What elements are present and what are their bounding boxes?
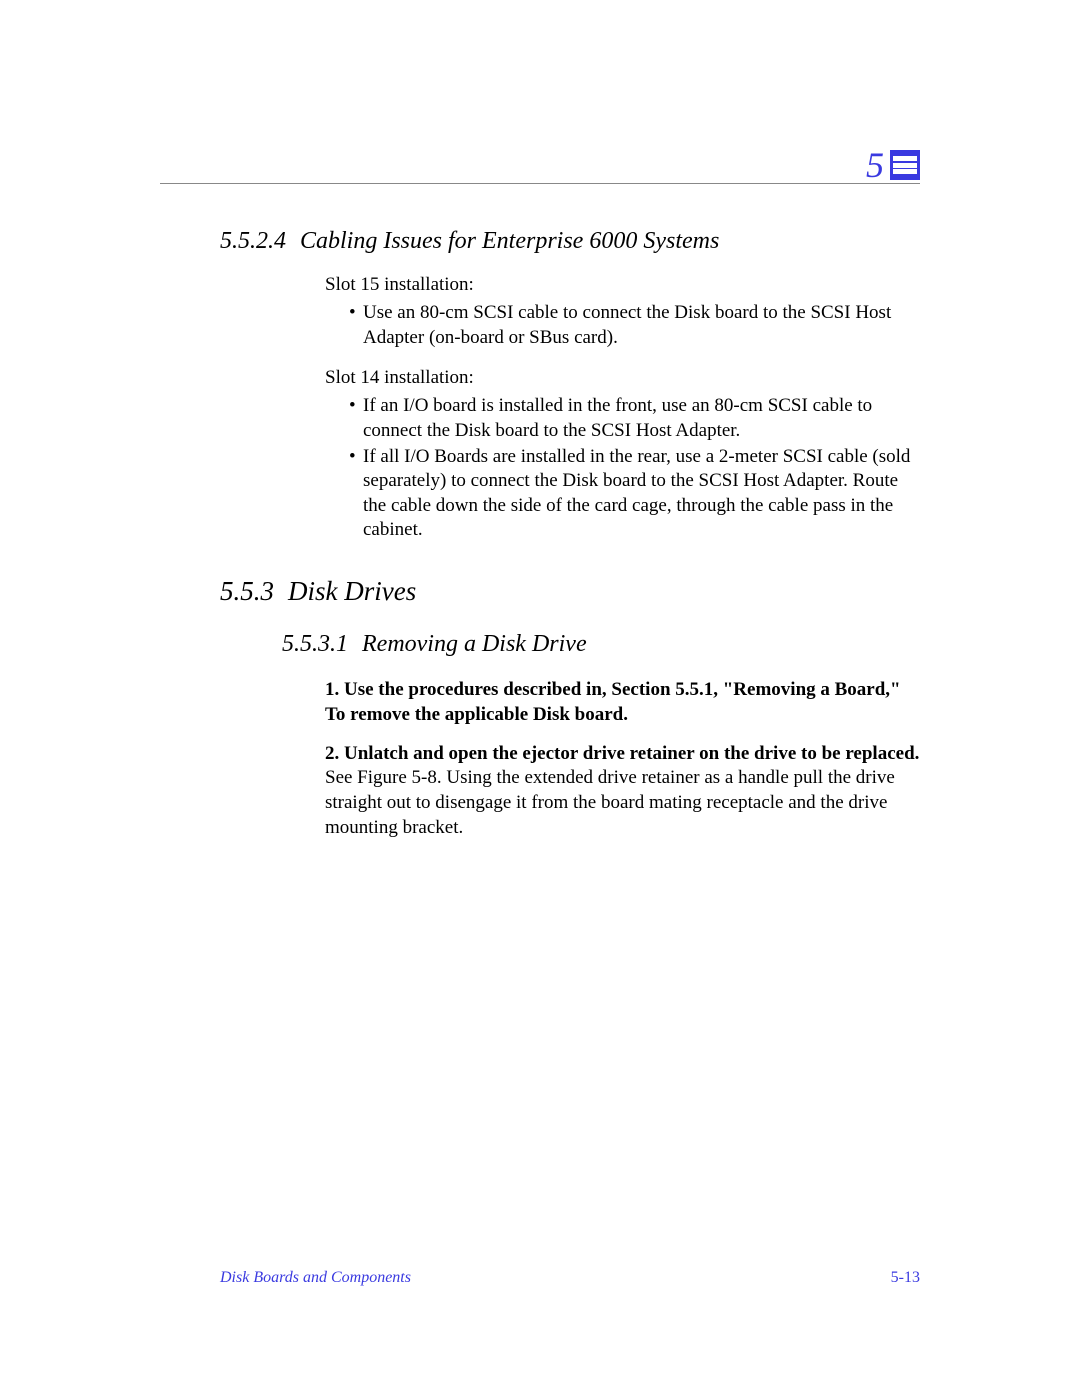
page-footer: Disk Boards and Components 5-13 xyxy=(220,1269,920,1287)
content-area: 5.5.2.4 Cabling Issues for Enterprise 600… xyxy=(220,228,920,840)
chapter-icon xyxy=(890,150,920,180)
heading-5-5-3-1: 5.5.3.1 Removing a Disk Drive xyxy=(282,631,920,658)
header-rule xyxy=(160,183,920,184)
slot15-label: Slot 15 installation: xyxy=(325,273,920,297)
heading-number: 5.5.3.1 xyxy=(282,631,348,657)
chapter-number: 5 xyxy=(866,144,884,186)
heading-5-5-2-4: 5.5.2.4 Cabling Issues for Enterprise 600… xyxy=(220,228,920,255)
step-body: See Figure 5-8. Using the extended drive… xyxy=(325,767,895,837)
heading-number: 5.5.2.4 xyxy=(220,228,286,254)
list-item: Use an 80-cm SCSI cable to connect the D… xyxy=(349,301,920,350)
footer-page-number: 5-13 xyxy=(891,1269,920,1287)
list-item: If an I/O board is installed in the fron… xyxy=(349,394,920,443)
chapter-badge: 5 xyxy=(866,144,920,186)
slot15-block: Slot 15 installation: Use an 80-cm SCSI … xyxy=(325,273,920,542)
steps-list: 1. Use the procedures described in, Sect… xyxy=(325,678,920,840)
heading-5-5-3: 5.5.3 Disk Drives xyxy=(220,576,920,607)
slot15-bullets: Use an 80-cm SCSI cable to connect the D… xyxy=(325,301,920,350)
step-item: 1. Use the procedures described in, Sect… xyxy=(325,678,920,727)
heading-title: Disk Drives xyxy=(288,576,416,606)
heading-title: Removing a Disk Drive xyxy=(362,631,587,657)
step-item: 2. Unlatch and open the ejector drive re… xyxy=(325,742,920,841)
heading-number: 5.5.3 xyxy=(220,576,274,606)
footer-title: Disk Boards and Components xyxy=(220,1269,411,1287)
page-root: 5 5.5.2.4 Cabling Issues for Enterprise 6… xyxy=(0,0,1080,1397)
slot14-bullets: If an I/O board is installed in the fron… xyxy=(325,394,920,542)
heading-title: Cabling Issues for Enterprise 6000 Syste… xyxy=(300,228,719,254)
step-lead: 2. Unlatch and open the ejector drive re… xyxy=(325,743,919,764)
slot14-label: Slot 14 installation: xyxy=(325,366,920,390)
list-item: If all I/O Boards are installed in the r… xyxy=(349,445,920,542)
step-lead: 1. Use the procedures described in, Sect… xyxy=(325,679,901,725)
